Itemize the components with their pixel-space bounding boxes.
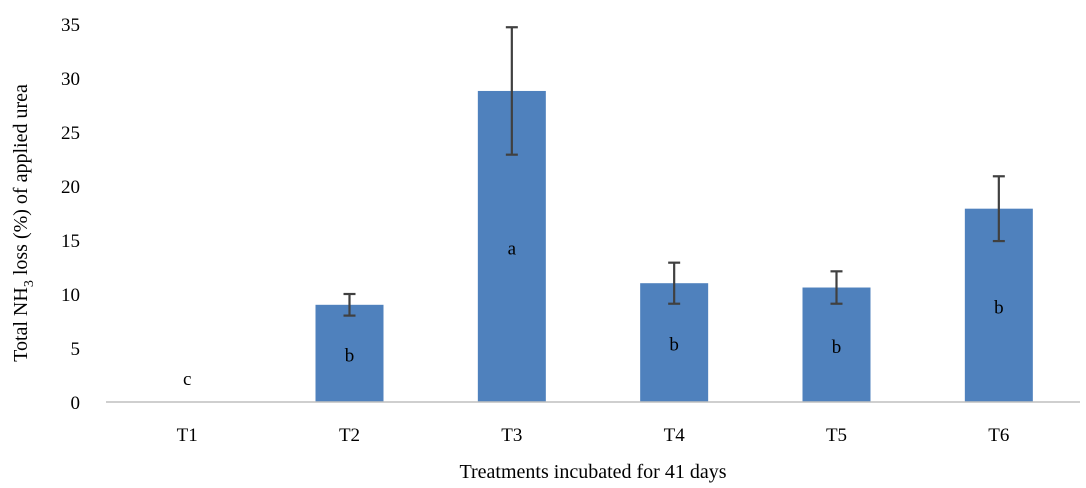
y-axis-title-suffix: loss (%) of applied urea — [10, 84, 32, 280]
y-tick-label: 30 — [61, 69, 80, 90]
error-bar-T2 — [343, 292, 356, 317]
bar-T2 — [315, 304, 384, 402]
y-tick-label: 35 — [61, 15, 80, 36]
error-bar-T5 — [830, 270, 843, 305]
x-tick-label-T6: T6 — [988, 425, 1009, 446]
error-bar-T3 — [505, 26, 518, 156]
x-axis-ticks: T1 T2 T3 T4 T5 T6 — [177, 425, 1010, 446]
y-tick-label: 5 — [71, 339, 81, 360]
significance-letter-T1: c — [183, 369, 191, 390]
x-tick-label-T3: T3 — [501, 425, 522, 446]
y-tick-label: 10 — [61, 285, 80, 306]
error-bars — [343, 26, 1005, 317]
y-axis-title-subscript: 3 — [22, 280, 37, 287]
y-tick-label: 15 — [61, 231, 80, 252]
error-bar-T6 — [992, 175, 1005, 243]
significance-letter-T2: b — [345, 345, 355, 366]
significance-letter-T3: a — [508, 238, 517, 259]
x-axis-title: Treatments incubated for 41 days — [460, 461, 727, 483]
x-tick-label-T5: T5 — [826, 425, 847, 446]
significance-letter-T5: b — [832, 337, 842, 358]
y-tick-label: 25 — [61, 123, 80, 144]
x-tick-label-T4: T4 — [664, 425, 686, 446]
significance-letter-T6: b — [994, 297, 1004, 318]
bars — [315, 90, 1033, 403]
significance-letters: c b a b b b — [183, 238, 1004, 390]
bar-T5 — [802, 287, 871, 402]
significance-letter-T4: b — [669, 335, 679, 356]
error-bar-T4 — [668, 261, 681, 305]
y-tick-label: 0 — [71, 393, 81, 414]
y-tick-label: 20 — [61, 177, 80, 198]
x-tick-label-T1: T1 — [177, 425, 198, 446]
y-axis-ticks: 0 5 10 15 20 25 30 35 — [61, 15, 80, 414]
y-axis-title: Total NH3 loss (%) of applied urea — [10, 84, 37, 362]
y-axis-title-prefix: Total NH — [10, 287, 32, 362]
x-tick-label-T2: T2 — [339, 425, 360, 446]
